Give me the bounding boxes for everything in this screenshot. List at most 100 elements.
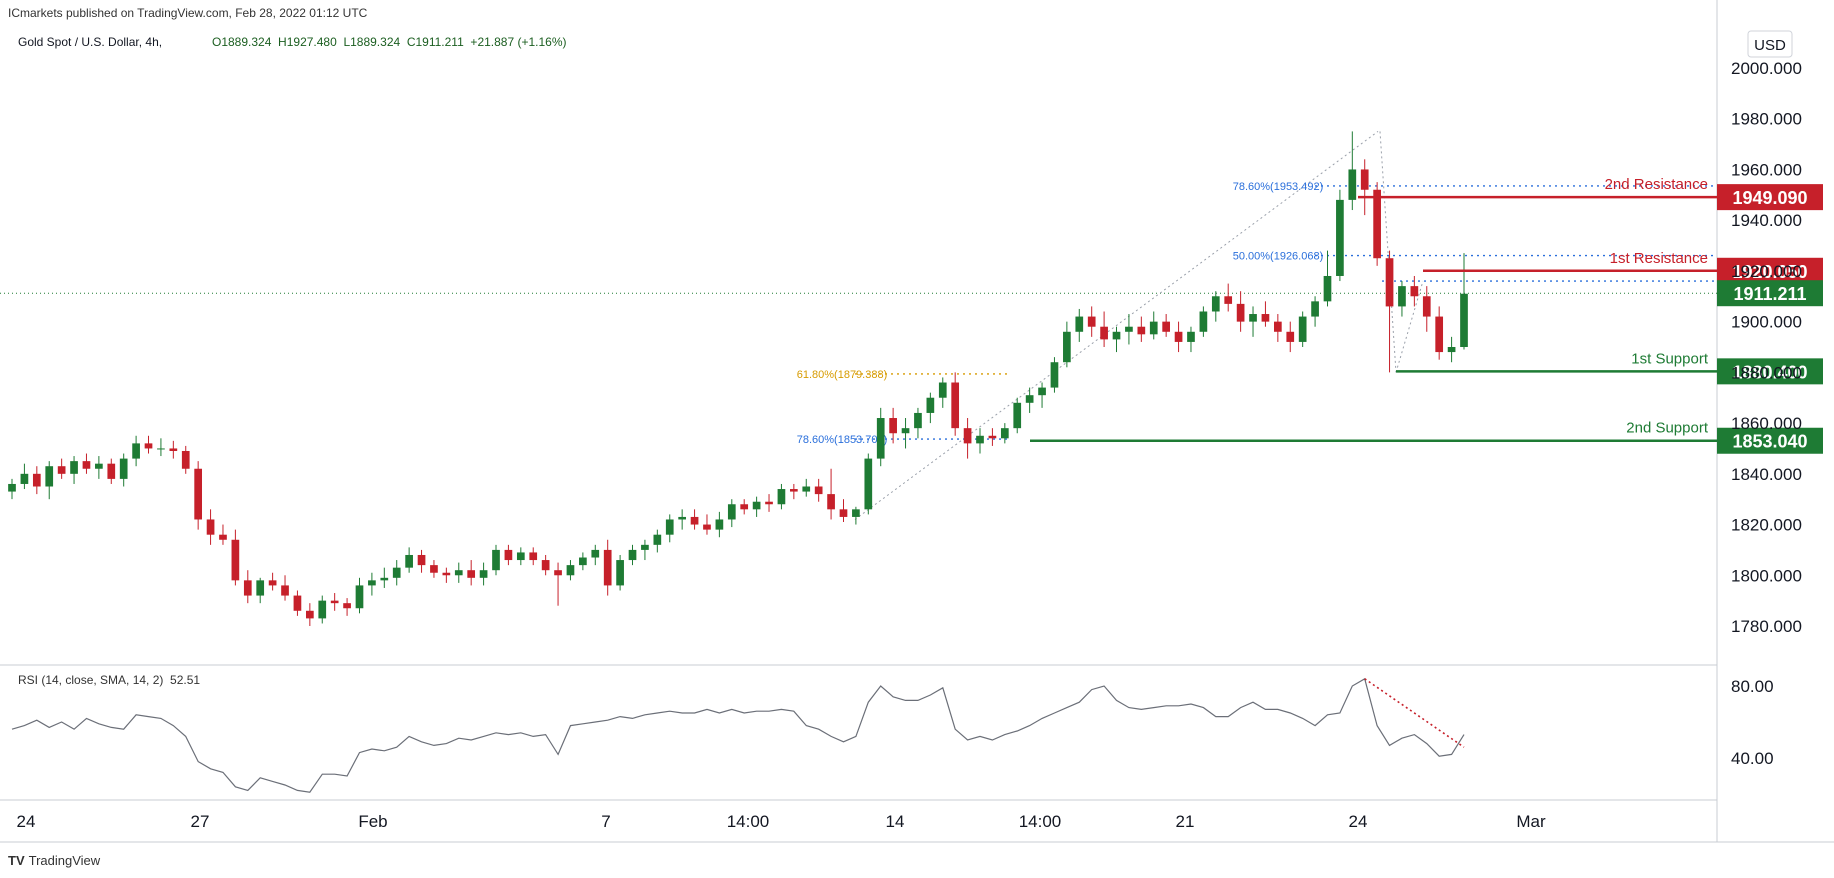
- candle: [107, 463, 116, 479]
- candle: [95, 463, 103, 469]
- candle: [1025, 395, 1034, 403]
- candle: [889, 418, 897, 434]
- candle: [1174, 331, 1183, 342]
- candle: [876, 418, 885, 459]
- candle: [479, 570, 488, 578]
- candle: [243, 580, 252, 596]
- candle: [293, 595, 302, 611]
- candle: [1087, 316, 1096, 327]
- level-name: 2nd Support: [1626, 420, 1709, 437]
- candle: [591, 549, 600, 558]
- candle: [938, 382, 947, 398]
- last-price-label: 1911.211: [1733, 284, 1806, 304]
- candle: [219, 534, 227, 540]
- price-tick-label: 1800.000: [1731, 566, 1802, 585]
- fib-level-label: 50.00%(1926.068): [1233, 251, 1324, 263]
- candle: [852, 509, 860, 517]
- candle: [864, 458, 873, 510]
- candle: [1162, 321, 1171, 332]
- candle: [752, 501, 761, 510]
- candle: [765, 501, 773, 505]
- candle: [988, 435, 997, 439]
- fib-trend-line-2: [1379, 131, 1397, 373]
- tradingview-logo[interactable]: TV TradingView: [8, 853, 100, 868]
- candle: [541, 560, 550, 571]
- candle: [554, 570, 562, 576]
- candle: [20, 473, 29, 484]
- candle: [1199, 311, 1208, 332]
- ohlc-readout: O1889.324 H1927.480 L1889.324 C1911.211 …: [212, 35, 567, 49]
- fib-level-label: 78.60%(1853.705): [797, 434, 888, 446]
- level-name: 1st Support: [1631, 350, 1709, 367]
- candle: [1149, 321, 1158, 335]
- candle: [442, 572, 451, 576]
- candle: [1249, 314, 1257, 322]
- candle: [355, 585, 364, 609]
- price-tick-label: 1980.000: [1731, 110, 1802, 129]
- price-tick-label: 1920.000: [1731, 262, 1802, 281]
- candle: [417, 554, 426, 566]
- time-tick-label: Mar: [1516, 812, 1546, 831]
- time-tick-label: 14: [886, 812, 905, 831]
- candle: [57, 466, 66, 474]
- candle: [926, 397, 935, 413]
- candle: [1286, 331, 1295, 342]
- candle: [914, 412, 922, 429]
- candle: [678, 516, 687, 520]
- candle: [777, 489, 786, 505]
- candle: [368, 580, 376, 586]
- candle: [405, 554, 413, 568]
- candle: [789, 489, 798, 492]
- candle: [157, 448, 165, 450]
- candle: [343, 603, 351, 609]
- price-tick-label: 1840.000: [1731, 465, 1802, 484]
- candle: [1385, 258, 1394, 307]
- candle: [268, 580, 277, 586]
- candle: [963, 428, 972, 444]
- candle: [194, 468, 203, 520]
- candle: [1050, 362, 1059, 388]
- candle: [976, 435, 984, 444]
- candle: [1112, 331, 1121, 340]
- price-tick-label: 1820.000: [1731, 516, 1802, 535]
- candle: [516, 552, 525, 561]
- candle: [727, 504, 736, 520]
- candle: [1137, 326, 1146, 335]
- candle: [70, 461, 78, 474]
- candle: [1460, 293, 1468, 347]
- candle: [603, 549, 612, 586]
- candle: [169, 448, 178, 451]
- tv-brand: TradingView: [28, 853, 101, 868]
- price-tick-label: 1780.000: [1731, 617, 1802, 636]
- candle: [566, 565, 575, 576]
- price-tick-label: 1900.000: [1731, 313, 1802, 332]
- candle: [467, 570, 476, 578]
- level-name: 1st Resistance: [1610, 250, 1708, 267]
- price-tick-label: 1880.000: [1731, 363, 1802, 382]
- level-price-box: [1717, 358, 1823, 385]
- candle: [628, 549, 637, 561]
- candle: [703, 524, 711, 530]
- candle: [392, 567, 401, 578]
- candle: [529, 552, 538, 561]
- candle: [231, 539, 240, 581]
- candle: [1360, 169, 1369, 190]
- candle: [1311, 301, 1319, 317]
- candle: [119, 458, 128, 479]
- rsi-pane: [11, 677, 1465, 793]
- candle: [690, 516, 699, 525]
- rsi-tick-label: 40.00: [1731, 749, 1774, 768]
- currency-box[interactable]: [1747, 30, 1793, 58]
- level-price-label: 1853.040: [1732, 432, 1807, 452]
- time-tick-label: 14:00: [1019, 812, 1062, 831]
- candle: [1447, 347, 1456, 353]
- time-tick-label: 14:00: [727, 812, 770, 831]
- candle: [1336, 199, 1344, 276]
- candle: [1348, 169, 1357, 200]
- candle: [1236, 303, 1245, 322]
- candle: [504, 549, 513, 561]
- candle: [318, 600, 327, 619]
- level-price-label: 1949.090: [1732, 188, 1807, 208]
- candle: [132, 443, 140, 459]
